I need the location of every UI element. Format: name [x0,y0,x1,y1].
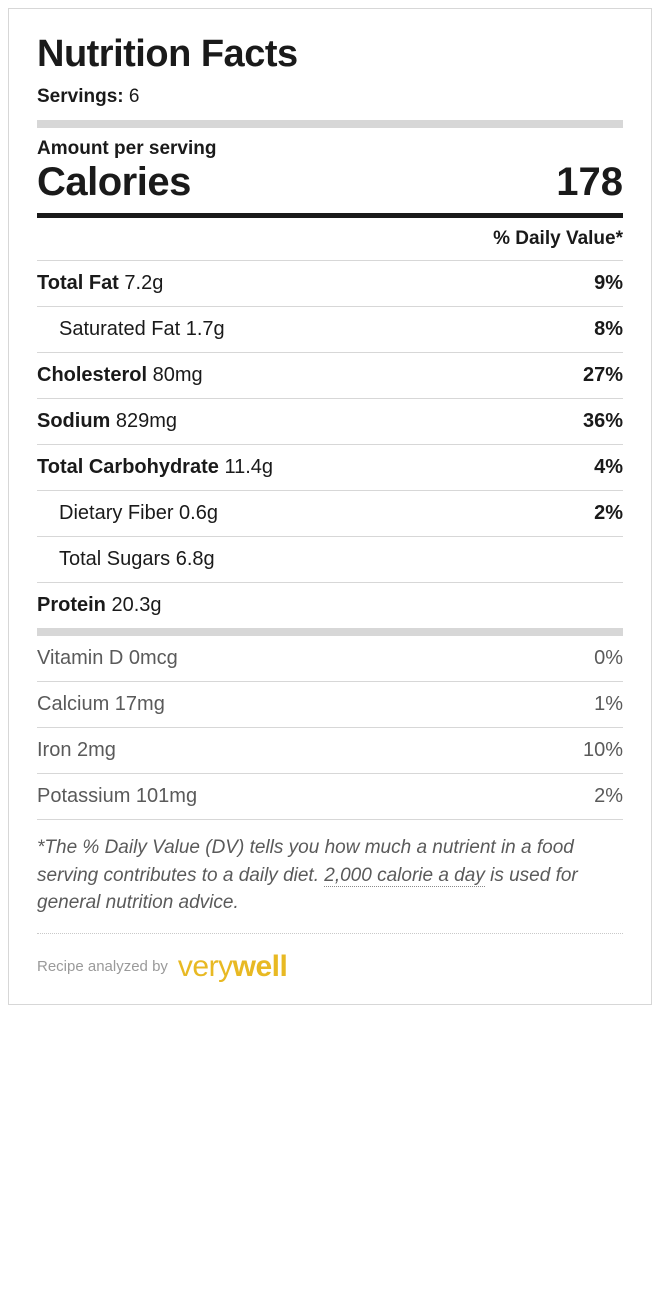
vitamin-left: Calcium 17mg [37,693,165,716]
vitamin-row: Potassium 101mg 2% [37,774,623,820]
nutrient-left: Sodium 829mg [37,410,177,433]
nutrient-row: Total Carbohydrate 11.4g 4% [37,445,623,491]
vitamin-row: Iron 2mg 10% [37,728,623,774]
nutrient-dv: 4% [594,456,623,479]
nutrient-left: Total Fat 7.2g [37,272,163,295]
nutrient-amount: 11.4g [224,456,273,478]
brand-part2: well [233,950,288,983]
nutrient-dv: 27% [583,364,623,387]
nutrient-left: Total Sugars 6.8g [37,548,215,571]
nutrient-left: Cholesterol 80mg [37,364,203,387]
calories-value: 178 [556,160,623,205]
nutrient-amount: 7.2g [124,272,163,294]
vitamin-dv: 0% [594,647,623,670]
amount-per-serving-label: Amount per serving [37,138,623,160]
vitamin-dv: 1% [594,693,623,716]
vitamin-dv: 2% [594,785,623,808]
vitamin-row: Calcium 17mg 1% [37,682,623,728]
nutrient-dv: 8% [594,318,623,341]
nutrient-name: Total Fat [37,272,124,294]
calories-label: Calories [37,160,191,205]
calories-row: Calories 178 [37,160,623,218]
servings-value: 6 [129,86,140,107]
vitamin-left: Iron 2mg [37,739,116,762]
servings-label: Servings: [37,86,124,107]
nutrient-name: Saturated Fat [59,318,186,340]
nutrient-name: Protein [37,594,111,616]
analyzed-by-label: Recipe analyzed by [37,958,168,975]
nutrient-name: Sodium [37,410,116,432]
nutrient-amount: 20.3g [111,594,161,616]
nutrient-left: Saturated Fat 1.7g [37,318,225,341]
nutrient-name: Total Sugars [59,548,176,570]
nutrient-row: Saturated Fat 1.7g 8% [37,307,623,353]
vitamin-left: Potassium 101mg [37,785,197,808]
nutrition-facts-panel: Nutrition Facts Servings: 6 Amount per s… [8,8,652,1005]
nutrient-row: Dietary Fiber 0.6g 2% [37,491,623,537]
nutrient-row: Total Fat 7.2g 9% [37,261,623,307]
vitamin-row: Vitamin D 0mcg 0% [37,636,623,682]
analyzed-by-row: Recipe analyzed by verywell [37,934,623,984]
nutrient-left: Dietary Fiber 0.6g [37,502,218,525]
nutrient-row: Protein 20.3g [37,583,623,628]
nutrient-amount: 80mg [153,364,203,386]
brand-logo[interactable]: verywell [178,950,287,984]
nutrient-row: Cholesterol 80mg 27% [37,353,623,399]
nutrients-list: Total Fat 7.2g 9% Saturated Fat 1.7g 8% Chol… [37,261,623,628]
nutrient-dv: 2% [594,502,623,525]
nutrient-left: Total Carbohydrate 11.4g [37,456,273,479]
nutrient-name: Dietary Fiber [59,502,179,524]
footnote-link[interactable]: 2,000 calorie a day [324,865,485,887]
nutrient-dv: 36% [583,410,623,433]
nutrient-dv: 9% [594,272,623,295]
daily-value-header: % Daily Value* [37,218,623,261]
nutrient-amount: 1.7g [186,318,225,340]
nutrient-amount: 829mg [116,410,177,432]
brand-part1: very [178,950,233,983]
nutrient-row: Total Sugars 6.8g [37,537,623,583]
nutrient-name: Total Carbohydrate [37,456,224,478]
vitamin-dv: 10% [583,739,623,762]
nutrient-amount: 6.8g [176,548,215,570]
nutrient-left: Protein 20.3g [37,594,162,617]
vitamin-left: Vitamin D 0mcg [37,647,178,670]
nutrient-amount: 0.6g [179,502,218,524]
nutrient-name: Cholesterol [37,364,153,386]
servings-row: Servings: 6 [37,86,623,108]
footnote: *The % Daily Value (DV) tells you how mu… [37,820,623,934]
panel-title: Nutrition Facts [37,33,623,76]
divider-thick [37,628,623,636]
divider-thick [37,120,623,128]
vitamins-list: Vitamin D 0mcg 0% Calcium 17mg 1% Iron 2mg 10… [37,636,623,820]
nutrient-row: Sodium 829mg 36% [37,399,623,445]
